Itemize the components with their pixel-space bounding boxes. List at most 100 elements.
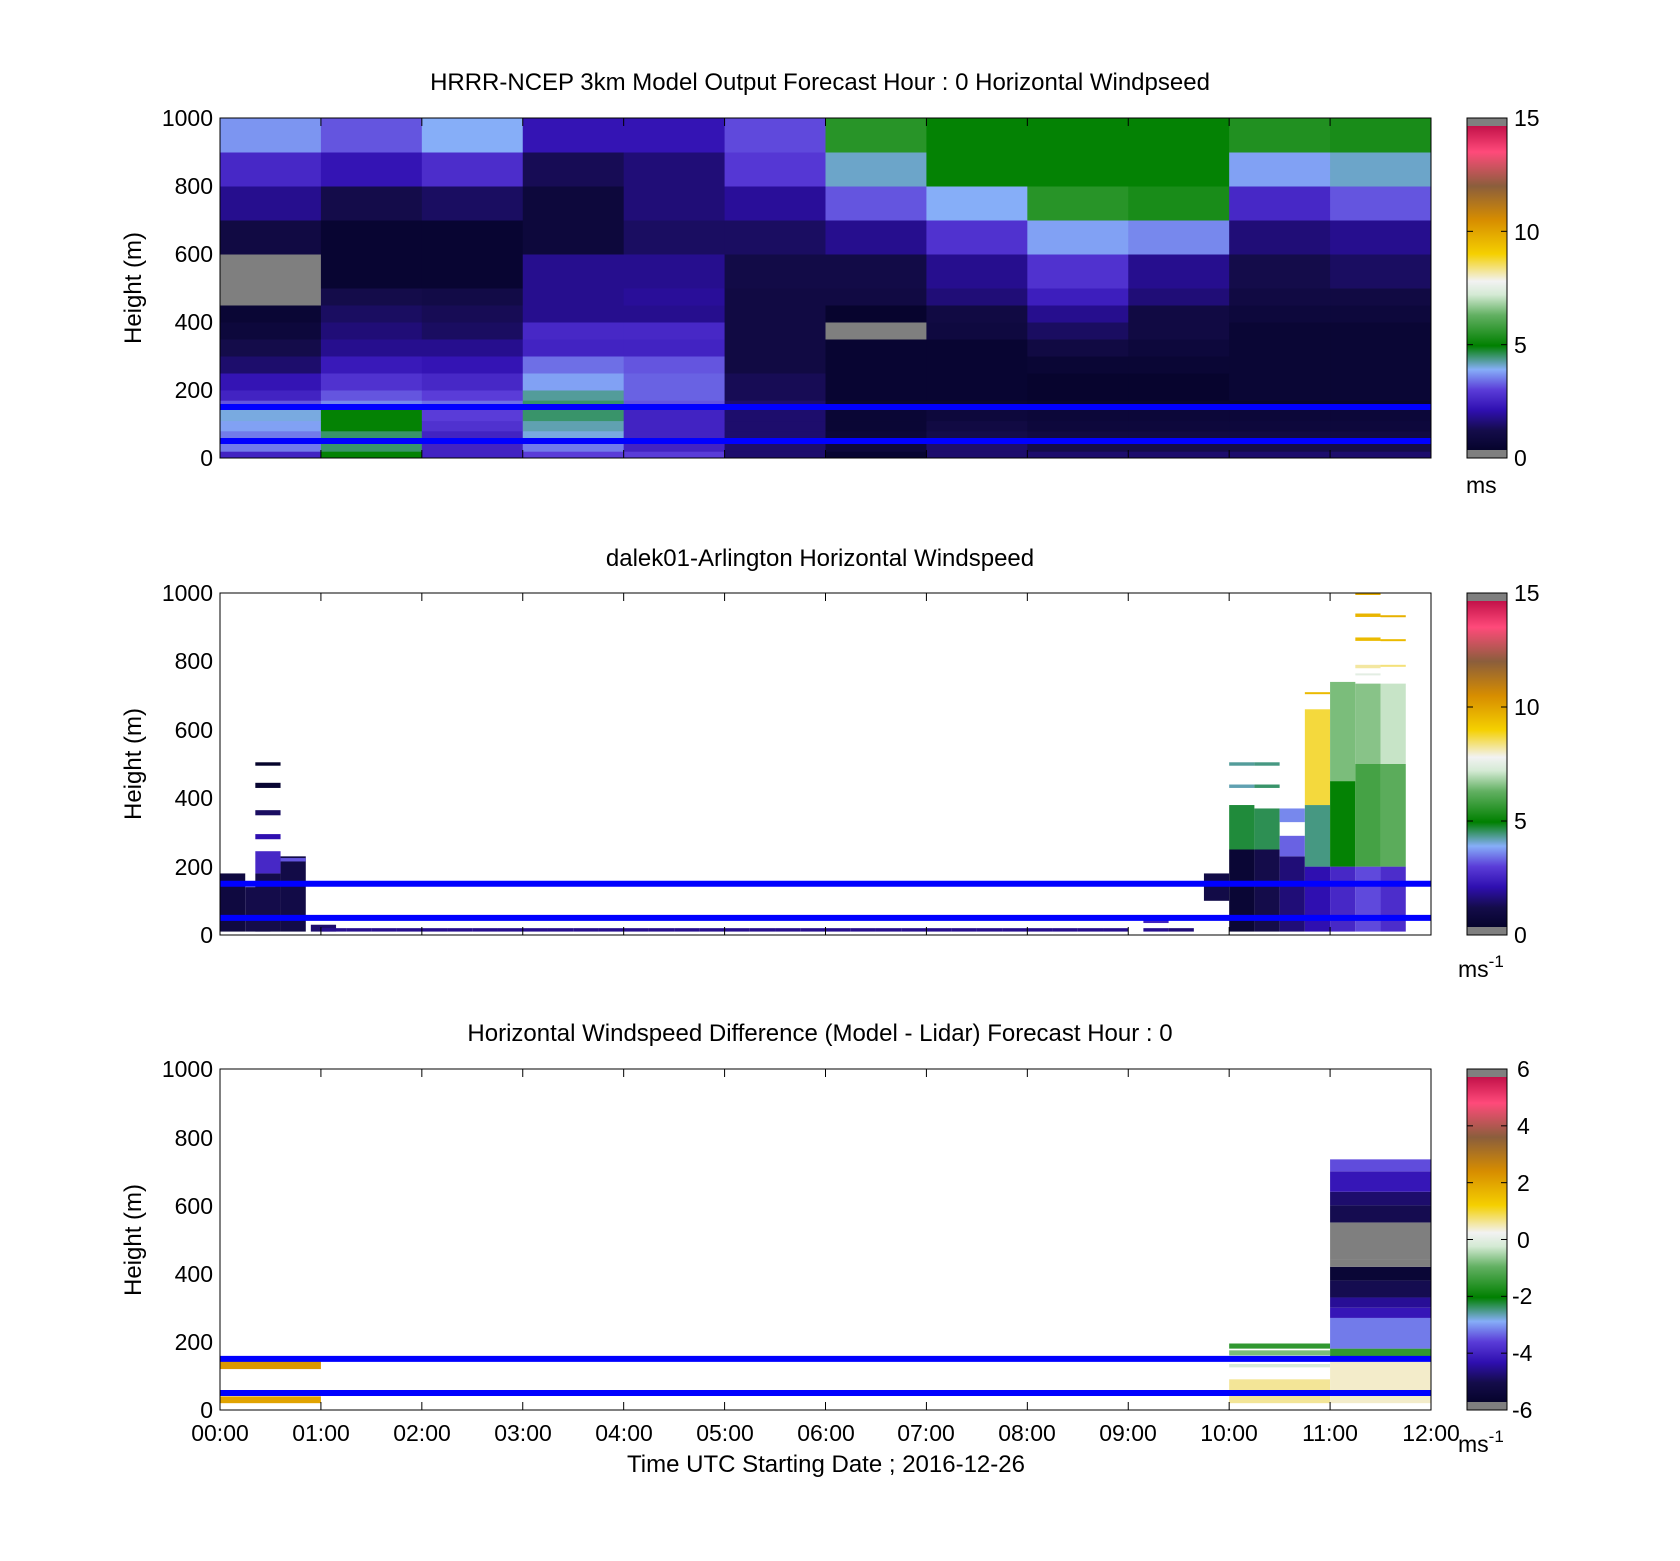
heatmap-cell	[623, 390, 726, 401]
y-tick-label: 1000	[162, 580, 213, 606]
heatmap-cell	[1330, 322, 1432, 340]
heatmap-cell	[825, 407, 927, 422]
heatmap-cell	[220, 441, 322, 452]
colorbar-over-cap	[1467, 593, 1507, 601]
heatmap-cell	[1027, 220, 1129, 255]
heatmap-cell	[497, 928, 523, 932]
x-axis-label: Time UTC Starting Date ; 2016-12-26	[627, 1451, 1025, 1478]
heatmap-cell	[825, 430, 927, 442]
heatmap-cell	[1027, 356, 1129, 374]
heatmap-cell	[346, 928, 372, 932]
heatmap-cell	[1330, 356, 1432, 374]
heatmap-cell	[825, 118, 927, 153]
panel-difference-x-tick-labels: 00:00 01:00 02:00 03:00 04:00 05:00 06:0…	[191, 1420, 1460, 1446]
colorbar-under-cap	[1467, 450, 1507, 458]
heatmap-cell	[421, 430, 524, 442]
heatmap-cell	[522, 356, 625, 374]
heatmap-cell	[623, 400, 726, 408]
heatmap-cell	[1128, 400, 1230, 408]
heatmap-cell	[220, 1396, 321, 1404]
heatmap-cell	[421, 339, 524, 357]
heatmap-cell	[926, 356, 1028, 374]
heatmap-cell	[320, 407, 423, 422]
heatmap-cell	[648, 928, 675, 932]
heatmap-cell	[522, 339, 625, 357]
colorbar-frame	[1466, 592, 1508, 936]
heatmap-cell	[1143, 919, 1169, 924]
heatmap-cell	[220, 390, 322, 401]
colorbar-tick-label: 15	[1514, 105, 1540, 131]
heatmap-cell	[421, 441, 524, 452]
heatmap-cell	[926, 441, 1028, 452]
heatmap-cell	[825, 152, 927, 187]
heatmap-cell	[1027, 400, 1129, 408]
heatmap-cell	[396, 928, 422, 932]
heatmap-cell	[421, 118, 524, 153]
heatmap-cell	[220, 407, 322, 422]
heatmap-cell	[1304, 805, 1331, 867]
heatmap-cell	[825, 220, 927, 255]
heatmap-cell	[623, 420, 726, 432]
heatmap-cell	[320, 322, 423, 340]
heatmap-cell	[1330, 1317, 1431, 1349]
heatmap-cell	[220, 322, 322, 340]
heatmap-cell	[1002, 928, 1028, 932]
heatmap-cell	[1027, 451, 1129, 459]
heatmap-cell	[1229, 305, 1331, 323]
panel-lidar-ylabel: Height (m)	[120, 708, 147, 820]
heatmap-cell	[1355, 673, 1381, 676]
heatmap-cell	[724, 339, 826, 357]
heatmap-cell	[1330, 407, 1432, 422]
heatmap-cell	[1128, 288, 1230, 306]
heatmap-cell	[320, 373, 423, 391]
heatmap-cell	[1330, 373, 1432, 391]
heatmap-cell	[724, 254, 826, 289]
heatmap-cell	[1330, 681, 1356, 782]
heatmap-cell	[775, 928, 801, 932]
colorbar-over-cap	[1467, 1069, 1507, 1077]
heatmap-cell	[1128, 220, 1230, 255]
heatmap-cell	[522, 254, 625, 289]
heatmap-cell	[320, 339, 423, 357]
heatmap-cell	[1229, 373, 1331, 391]
heatmap-cell	[1330, 441, 1432, 452]
heatmap-cell	[926, 928, 952, 932]
panel-model-colorbar: 0 5 10 15 ms	[1466, 105, 1540, 498]
heatmap-cell	[1077, 928, 1104, 932]
heatmap-cell	[623, 305, 726, 323]
heatmap-cell	[1330, 781, 1356, 867]
heatmap-cell	[1229, 1363, 1331, 1368]
heatmap-cell	[1027, 390, 1129, 401]
colorbar-gradient	[1467, 118, 1507, 458]
panel-difference-cells	[220, 1159, 1431, 1404]
panel-model-x-ticks	[320, 118, 1331, 458]
heatmap-cell	[1304, 709, 1331, 806]
heatmap-cell	[1330, 1307, 1431, 1318]
heatmap-cell	[220, 373, 322, 391]
heatmap-cell	[1103, 928, 1129, 932]
heatmap-cell	[724, 441, 826, 452]
heatmap-cell	[724, 186, 826, 221]
x-tick-label: 04:00	[595, 1420, 653, 1446]
heatmap-cell	[255, 762, 281, 766]
colorbar-tick-label: 2	[1517, 1170, 1530, 1196]
panel-model-title: HRRR-NCEP 3km Model Output Forecast Hour…	[430, 69, 1210, 96]
heatmap-cell	[724, 288, 826, 306]
heatmap-cell	[371, 928, 397, 932]
colorbar-tick-label: -2	[1512, 1283, 1532, 1309]
panel-difference-title: Horizontal Windspeed Difference (Model -…	[467, 1020, 1172, 1047]
heatmap-cell	[1330, 866, 1356, 932]
heatmap-cell	[1128, 430, 1230, 442]
heatmap-cell	[220, 339, 322, 357]
heatmap-cell	[1279, 835, 1305, 857]
heatmap-cell	[1330, 1280, 1431, 1298]
heatmap-cell	[522, 420, 625, 432]
panel-lidar-title: dalek01-Arlington Horizontal Windspeed	[606, 545, 1034, 572]
heatmap-cell	[1229, 805, 1255, 850]
x-tick-label: 09:00	[1099, 1420, 1157, 1446]
heatmap-cell	[623, 356, 726, 374]
x-tick-label: 11:00	[1302, 1420, 1358, 1446]
heatmap-cell	[1052, 928, 1078, 932]
heatmap-cell	[1330, 186, 1432, 221]
heatmap-cell	[1128, 186, 1230, 221]
